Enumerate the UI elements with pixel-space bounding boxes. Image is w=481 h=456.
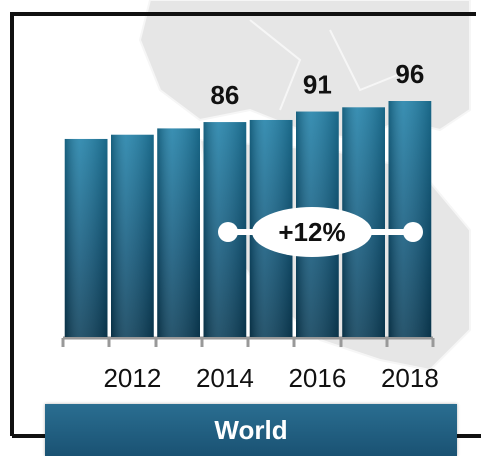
x-tick-labels-group: 2012 2014 2016 2018 — [103, 363, 438, 393]
data-label-2018: 96 — [395, 59, 424, 89]
chart-frame-border — [10, 12, 481, 438]
x-tick-label-2012: 2012 — [103, 363, 161, 393]
data-label-2014: 86 — [210, 80, 239, 110]
data-label-2016: 91 — [303, 70, 332, 100]
x-tick-label-2018: 2018 — [381, 363, 439, 393]
bar-sheen-2012 — [111, 134, 154, 337]
data-labels-group: 86 91 96 — [210, 59, 424, 110]
growth-annotation: +12% — [218, 207, 423, 257]
x-tick-label-2014: 2014 — [196, 363, 254, 393]
region-tab: World — [45, 404, 457, 456]
bar-sheen-2018 — [388, 101, 432, 337]
growth-text: +12% — [278, 217, 345, 247]
x-tick-label-2016: 2016 — [288, 363, 346, 393]
bar-sheen-2011 — [64, 138, 108, 337]
region-label: World — [214, 414, 288, 445]
bar-sheen-2013 — [157, 128, 200, 337]
x-axis — [61, 336, 435, 347]
